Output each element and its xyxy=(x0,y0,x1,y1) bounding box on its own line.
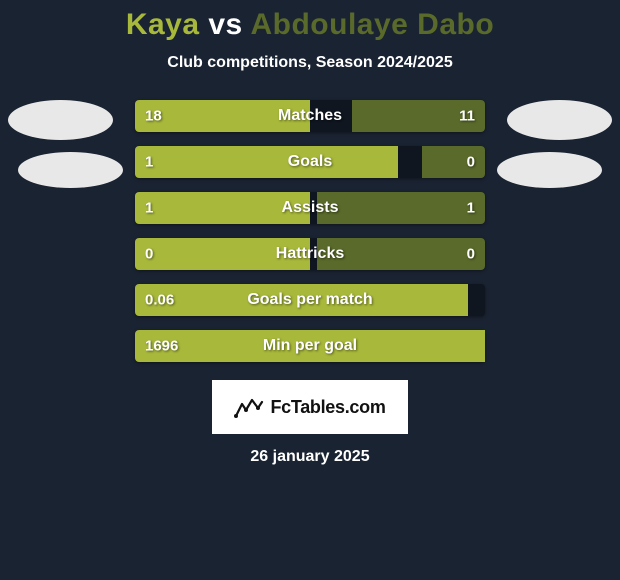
stat-label: Matches xyxy=(278,107,342,125)
stat-row: 1 Assists 1 xyxy=(135,192,485,224)
avatar-player2-top xyxy=(507,100,612,140)
stat-row: 1696 Min per goal xyxy=(135,330,485,362)
value-player1: 0 xyxy=(145,246,153,263)
logo-text: FcTables.com xyxy=(270,397,385,418)
stat-row: 0.06 Goals per match xyxy=(135,284,485,316)
stat-label: Goals xyxy=(288,153,332,171)
title-player1: Kaya xyxy=(126,8,200,41)
avatar-player2-bottom xyxy=(497,152,602,188)
stat-label: Min per goal xyxy=(263,337,357,355)
bar-player2 xyxy=(422,146,485,178)
avatar-player1-top xyxy=(8,100,113,140)
value-player1: 1 xyxy=(145,200,153,217)
stat-row: 1 Goals 0 xyxy=(135,146,485,178)
value-player2: 11 xyxy=(459,108,475,125)
stat-label: Assists xyxy=(282,199,339,217)
fctables-icon xyxy=(234,396,264,418)
page-title: Kaya vs Abdoulaye Dabo xyxy=(126,8,494,42)
value-player1: 1696 xyxy=(145,338,178,355)
page-container: Kaya vs Abdoulaye Dabo Club competitions… xyxy=(0,0,620,580)
value-player1: 18 xyxy=(145,108,162,125)
title-vs: vs xyxy=(208,8,242,41)
value-player2: 0 xyxy=(467,246,475,263)
value-player1: 1 xyxy=(145,154,153,171)
bar-player1 xyxy=(135,146,398,178)
bar-player2 xyxy=(317,192,485,224)
value-player2: 0 xyxy=(467,154,475,171)
logo-box: FcTables.com xyxy=(212,380,407,434)
title-player2: Abdoulaye Dabo xyxy=(250,8,494,41)
stat-row: 18 Matches 11 xyxy=(135,100,485,132)
subtitle: Club competitions, Season 2024/2025 xyxy=(167,54,452,72)
value-player1: 0.06 xyxy=(145,292,174,309)
stats-area: 18 Matches 11 1 Goals 0 1 Assists 1 0 Ha… xyxy=(0,100,620,362)
stat-label: Goals per match xyxy=(247,291,372,309)
avatar-player1-bottom xyxy=(18,152,123,188)
stat-label: Hattricks xyxy=(276,245,344,263)
value-player2: 1 xyxy=(467,200,475,217)
stat-row: 0 Hattricks 0 xyxy=(135,238,485,270)
date-label: 26 january 2025 xyxy=(250,448,369,466)
